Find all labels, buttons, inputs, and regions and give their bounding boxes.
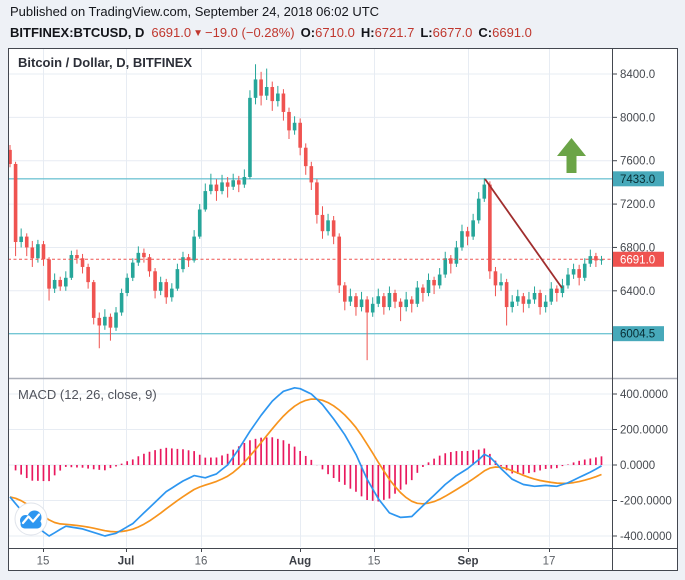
tradingview-logo[interactable] <box>14 502 48 536</box>
resistance-level-box <box>613 171 664 187</box>
price-tick-label: 7200.0 <box>620 199 655 211</box>
low-value: 6677.0 <box>432 25 473 40</box>
price-tick-label: 8000.0 <box>620 112 655 124</box>
axis-labels-layer: 8400.0 8000.0 7600.0 7200.0 6800.0 6400.0 400.… <box>612 69 672 543</box>
ticker-line: BITFINEX:BTCUSD, D 6691.0 ▼ −19.0 (−0.28%) O… <box>10 25 532 40</box>
high-label: H: <box>360 25 375 40</box>
chart-canvas: 8400.0 8000.0 7600.0 7200.0 6800.0 6400.0 400.… <box>8 48 678 571</box>
support-level-box <box>613 326 664 342</box>
price-tick-label: 7600.0 <box>620 156 655 168</box>
macd-tick-label: -400.0000 <box>620 531 672 543</box>
publish-info: Published on TradingView.com, September … <box>10 4 380 19</box>
time-tick-label: Sep <box>457 556 478 568</box>
open-label: O: <box>300 25 316 40</box>
logo-zigzag-icon <box>21 513 41 525</box>
last-price: 6691.0 <box>151 25 192 40</box>
price-tick-label: 8400.0 <box>620 69 655 81</box>
price-tick-label: 6400.0 <box>620 286 655 298</box>
down-triangle-icon: ▼ <box>193 28 204 39</box>
up-arrow-icon <box>557 138 586 173</box>
chart-title: Bitcoin / Dollar, D, BITFINEX <box>18 55 192 70</box>
ticker-symbol: BITFINEX:BTCUSD, D <box>10 25 145 40</box>
annotations-layer <box>484 138 586 289</box>
time-axis-layer: 15 Jul 16 Aug 15 Sep 17 <box>37 548 556 568</box>
trend-line <box>484 178 563 289</box>
macd-histogram-layer <box>14 437 603 502</box>
time-tick-label: Jul <box>118 556 135 568</box>
time-tick-label: 16 <box>195 556 208 568</box>
last-price-box <box>613 251 664 267</box>
close-value: 6691.0 <box>492 25 532 40</box>
change-value: −19.0 (−0.28%) <box>205 25 295 40</box>
macd-tick-label: 200.0000 <box>620 425 668 437</box>
axes-layer <box>8 48 678 571</box>
macd-signal-line <box>9 398 602 533</box>
time-tick-label: Aug <box>289 556 311 568</box>
macd-tick-label: 0.0000 <box>620 460 655 472</box>
macd-tick-label: -200.0000 <box>620 496 672 508</box>
macd-indicator-label: MACD (12, 26, close, 9) <box>18 387 157 402</box>
time-tick-label: 15 <box>37 556 50 568</box>
macd-tick-label: 400.0000 <box>620 389 668 401</box>
support-level-label: 6004.5 <box>620 329 655 341</box>
price-tick-label: 6800.0 <box>620 242 655 254</box>
high-value: 6721.7 <box>374 25 415 40</box>
open-value: 6710.0 <box>315 25 355 40</box>
close-label: C: <box>478 25 493 40</box>
low-label: L: <box>420 25 433 40</box>
chart-area: 8400.0 8000.0 7600.0 7200.0 6800.0 6400.0 400.… <box>8 48 678 571</box>
titles-layer: Bitcoin / Dollar, D, BITFINEX MACD (12, 2… <box>18 55 192 402</box>
time-tick-label: 15 <box>368 556 381 568</box>
macd-lines-layer <box>9 386 602 537</box>
resistance-level-label: 7433.0 <box>620 174 655 186</box>
macd-line <box>9 386 602 537</box>
time-tick-label: 17 <box>543 556 556 568</box>
last-price-label: 6691.0 <box>620 254 655 266</box>
candles-layer <box>8 64 604 361</box>
